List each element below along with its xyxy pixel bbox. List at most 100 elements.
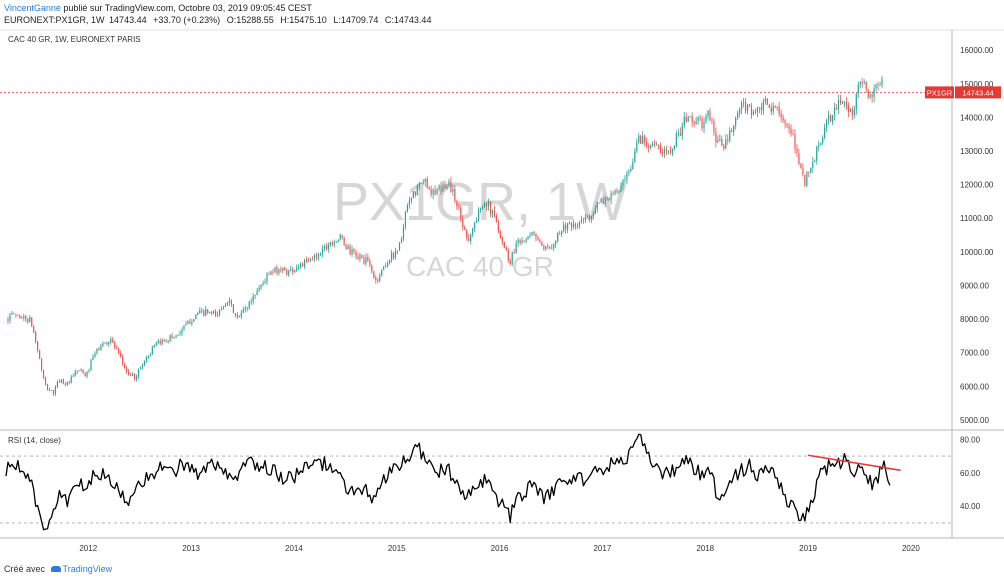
candle-body[interactable]	[752, 111, 755, 116]
candle-body[interactable]	[48, 389, 51, 391]
candle-body[interactable]	[513, 252, 515, 254]
candle-body[interactable]	[590, 215, 592, 219]
candle-body[interactable]	[11, 313, 13, 315]
candle-body[interactable]	[474, 222, 476, 229]
candle-body[interactable]	[23, 316, 25, 318]
candle-body[interactable]	[812, 162, 814, 168]
candle-body[interactable]	[68, 382, 70, 384]
candle-body[interactable]	[828, 115, 830, 121]
candle-body[interactable]	[466, 229, 468, 238]
candle-body[interactable]	[361, 255, 363, 259]
candle-body[interactable]	[151, 347, 153, 355]
candle-body[interactable]	[305, 259, 308, 262]
candle-body[interactable]	[529, 234, 531, 237]
candle-body[interactable]	[458, 206, 460, 208]
candle-body[interactable]	[610, 193, 612, 201]
candle-body[interactable]	[416, 186, 418, 196]
candle-body[interactable]	[875, 84, 877, 88]
candle-body[interactable]	[422, 181, 424, 184]
candle-body[interactable]	[519, 239, 521, 243]
candle-body[interactable]	[244, 308, 246, 310]
candle-body[interactable]	[806, 172, 808, 186]
candle-body[interactable]	[549, 247, 551, 248]
candle-body[interactable]	[181, 329, 183, 334]
candle-body[interactable]	[434, 189, 436, 194]
candle-body[interactable]	[741, 102, 743, 110]
candle-body[interactable]	[665, 149, 668, 151]
candle-body[interactable]	[689, 116, 691, 118]
candle-body[interactable]	[628, 171, 630, 174]
candle-body[interactable]	[476, 221, 478, 223]
candle-body[interactable]	[149, 354, 151, 356]
candle-body[interactable]	[559, 233, 561, 235]
candle-body[interactable]	[213, 311, 215, 314]
candle-body[interactable]	[655, 144, 658, 146]
candle-body[interactable]	[114, 342, 116, 348]
candle-body[interactable]	[470, 234, 472, 242]
candle-body[interactable]	[292, 269, 294, 273]
candle-body[interactable]	[319, 253, 322, 255]
candle-body[interactable]	[679, 132, 681, 136]
candle-body[interactable]	[839, 100, 842, 104]
candle-body[interactable]	[72, 375, 74, 377]
candle-body[interactable]	[298, 267, 300, 269]
candle-body[interactable]	[157, 340, 159, 343]
candle-body[interactable]	[604, 198, 606, 205]
candle-body[interactable]	[224, 305, 227, 308]
candle-body[interactable]	[389, 259, 391, 264]
candle-body[interactable]	[197, 313, 199, 315]
candle-body[interactable]	[622, 179, 624, 186]
candle-body[interactable]	[652, 143, 654, 146]
candle-body[interactable]	[58, 381, 60, 383]
candle-body[interactable]	[831, 115, 834, 122]
candle-body[interactable]	[784, 120, 786, 124]
candle-body[interactable]	[331, 242, 333, 245]
candle-body[interactable]	[78, 370, 80, 372]
candle-body[interactable]	[853, 109, 855, 116]
candle-body[interactable]	[404, 211, 407, 227]
candle-body[interactable]	[507, 250, 509, 261]
candle-body[interactable]	[383, 266, 385, 270]
candle-body[interactable]	[764, 98, 766, 102]
candle-body[interactable]	[497, 222, 499, 232]
candle-body[interactable]	[74, 371, 76, 376]
candle-body[interactable]	[402, 226, 405, 240]
candle-body[interactable]	[602, 198, 604, 205]
candle-body[interactable]	[54, 387, 57, 394]
candle-body[interactable]	[339, 234, 341, 240]
candle-body[interactable]	[723, 145, 725, 149]
candle-body[interactable]	[52, 390, 55, 394]
candle-body[interactable]	[727, 139, 729, 141]
candle-body[interactable]	[841, 102, 844, 104]
candle-body[interactable]	[826, 120, 828, 128]
candle-body[interactable]	[553, 243, 555, 248]
candle-body[interactable]	[205, 309, 207, 316]
candle-body[interactable]	[183, 325, 185, 330]
candle-body[interactable]	[264, 281, 266, 283]
candle-body[interactable]	[313, 255, 316, 260]
rsi-panel[interactable]: RSI (14, close)	[0, 433, 952, 531]
candle-body[interactable]	[760, 107, 762, 111]
candle-body[interactable]	[833, 107, 836, 116]
candle-body[interactable]	[195, 314, 197, 320]
candle-body[interactable]	[155, 342, 157, 346]
candle-body[interactable]	[353, 249, 355, 253]
candle-body[interactable]	[644, 136, 646, 143]
candle-body[interactable]	[169, 335, 171, 342]
candle-body[interactable]	[535, 233, 537, 238]
candle-body[interactable]	[333, 242, 335, 245]
candle-body[interactable]	[379, 276, 381, 281]
candle-body[interactable]	[731, 130, 733, 132]
candle-body[interactable]	[428, 188, 430, 190]
candle-body[interactable]	[705, 115, 707, 123]
candle-body[interactable]	[776, 106, 778, 108]
candle-body[interactable]	[341, 234, 343, 238]
candle-body[interactable]	[436, 189, 438, 194]
candle-body[interactable]	[511, 252, 513, 265]
candle-body[interactable]	[792, 133, 794, 135]
candle-body[interactable]	[9, 314, 11, 321]
candle-body[interactable]	[147, 355, 149, 357]
candle-body[interactable]	[373, 271, 375, 278]
candle-body[interactable]	[216, 314, 219, 316]
candle-body[interactable]	[503, 241, 505, 248]
